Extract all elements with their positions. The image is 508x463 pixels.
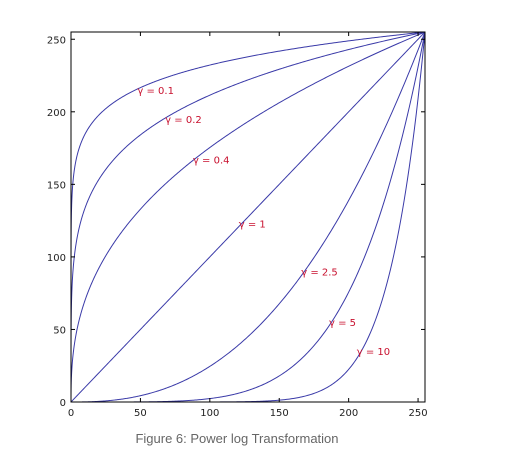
y-tick-label-0: 0 [60, 398, 66, 409]
x-tick-label-200: 200 [339, 408, 358, 419]
curve-gamma-0-2 [70, 31, 426, 402]
curve-label-gamma-2-5: γ = 2.5 [301, 267, 338, 278]
x-tick-label-250: 250 [409, 408, 428, 419]
curve-labels-group: γ = 0.1 γ = 0.2 γ = 0.4 γ = 1 γ = 2.5 γ = 5 γ … [137, 86, 390, 358]
x-tick-label-0: 0 [68, 408, 74, 419]
x-axis: 0 50 100 150 200 250 [68, 32, 428, 419]
figure-caption: Figure 6: Power log Transformation [135, 431, 338, 446]
curve-label-gamma-0-4: γ = 0.4 [193, 156, 230, 167]
curve-label-gamma-0-2: γ = 0.2 [165, 115, 202, 126]
curve-label-gamma-5: γ = 5 [329, 318, 356, 329]
y-axis: 0 50 100 150 200 250 [47, 35, 425, 409]
curve-label-gamma-1: γ = 1 [239, 220, 266, 231]
y-tick-label-100: 100 [47, 253, 66, 264]
curve-gamma-0-4 [70, 31, 426, 402]
plot-frame [70, 31, 426, 403]
curve-label-gamma-10: γ = 10 [357, 347, 390, 358]
x-tick-label-150: 150 [270, 408, 289, 419]
y-tick-label-250: 250 [47, 35, 66, 46]
y-tick-label-150: 150 [47, 180, 66, 191]
x-tick-label-50: 50 [134, 408, 147, 419]
curve-gamma-1 [70, 31, 426, 403]
y-tick-label-50: 50 [53, 325, 66, 336]
y-tick-label-200: 200 [47, 108, 66, 119]
curve-gamma-0-1 [70, 31, 426, 402]
x-tick-label-100: 100 [200, 408, 219, 419]
curve-label-gamma-0-1: γ = 0.1 [137, 86, 174, 97]
